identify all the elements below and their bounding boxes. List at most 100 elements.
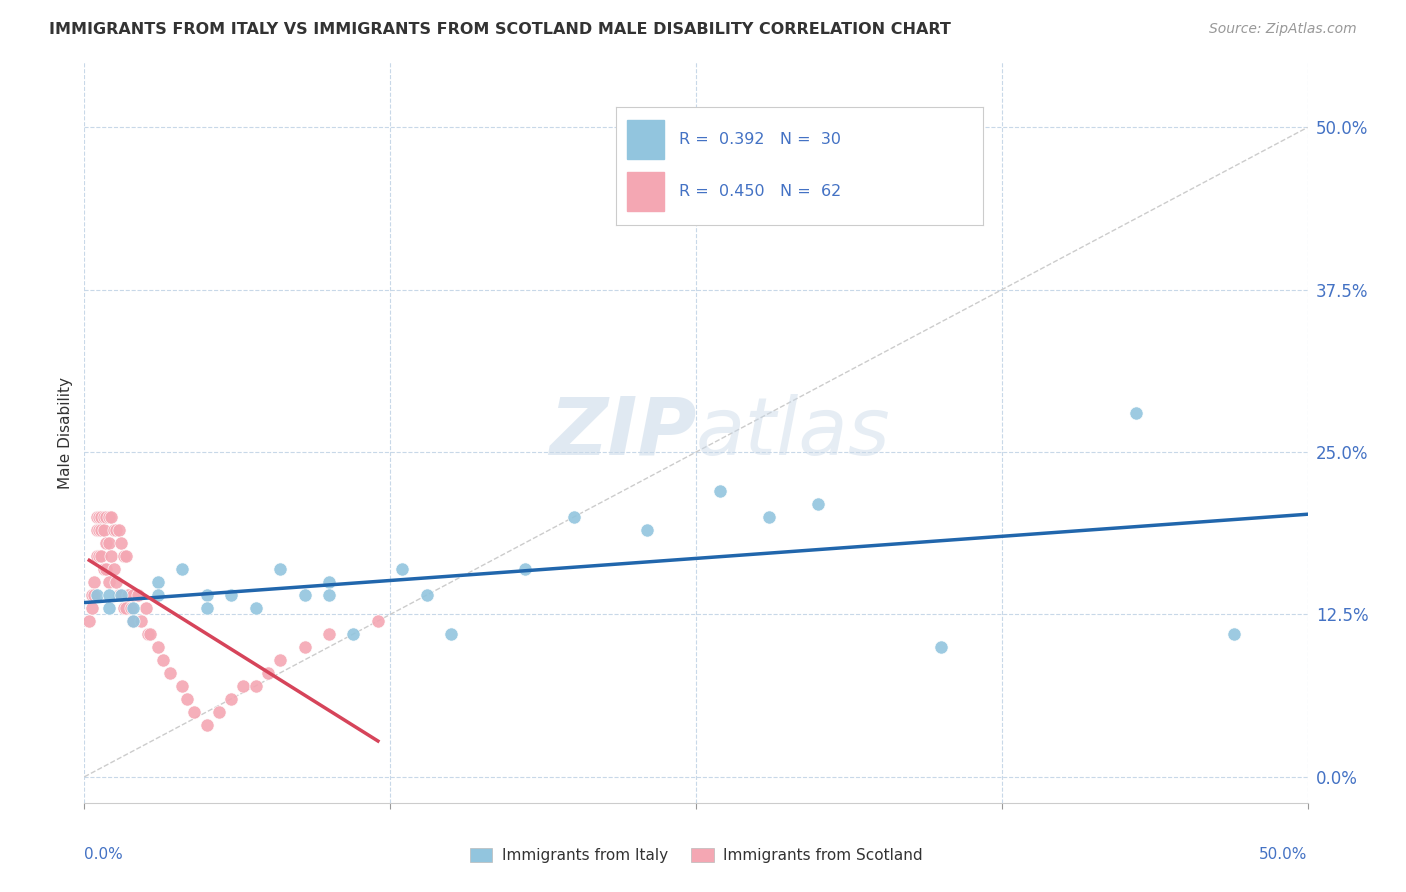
Point [219,692,242,706]
Point [294,588,316,602]
Point [105,523,128,537]
Point [93,562,115,576]
Point [77,614,100,628]
Point [152,653,174,667]
Point [269,562,291,576]
Point [232,679,254,693]
Point [219,588,242,602]
Point [318,574,340,589]
Point [90,510,112,524]
Point [110,588,132,602]
Point [146,574,169,589]
Point [183,705,205,719]
Y-axis label: Male Disability: Male Disability [58,376,73,489]
Point [117,588,139,602]
Point [87,510,110,524]
Point [807,497,830,511]
Point [93,510,115,524]
Point [127,588,149,602]
Point [122,588,145,602]
Point [115,549,138,563]
Text: 0.0%: 0.0% [84,847,124,863]
Point [367,614,389,628]
Point [112,601,135,615]
Point [107,588,129,602]
Point [135,601,157,615]
Point [195,588,218,602]
Point [120,601,142,615]
Point [110,588,132,602]
Point [83,588,105,602]
Point [86,523,108,537]
Point [245,601,267,615]
Point [103,523,125,537]
Point [146,640,169,654]
Point [139,627,162,641]
Text: 50.0%: 50.0% [1260,847,1308,863]
Point [122,614,145,628]
Point [83,574,105,589]
Point [440,627,463,641]
Point [90,523,112,537]
Point [87,523,110,537]
Point [93,523,115,537]
Point [103,562,125,576]
Point [122,614,145,628]
Point [97,574,120,589]
Point [294,640,316,654]
Point [176,692,198,706]
Point [100,510,122,524]
Point [97,536,120,550]
Text: Source: ZipAtlas.com: Source: ZipAtlas.com [1209,22,1357,37]
Point [80,601,103,615]
Point [172,562,194,576]
Point [87,549,110,563]
Point [562,510,585,524]
Point [318,627,340,641]
Point [159,665,181,680]
Point [208,705,231,719]
Point [513,562,536,576]
Point [318,588,340,602]
Point [257,665,280,680]
Point [391,562,413,576]
Point [110,536,132,550]
Point [342,627,364,641]
Point [195,601,218,615]
Point [96,536,118,550]
Point [80,588,103,602]
Point [96,510,118,524]
Legend: Immigrants from Italy, Immigrants from Scotland: Immigrants from Italy, Immigrants from S… [464,841,928,869]
Point [929,640,952,654]
Point [90,549,112,563]
Point [636,523,658,537]
Point [100,549,122,563]
Point [115,601,138,615]
Point [122,601,145,615]
Point [97,601,120,615]
Point [172,679,194,693]
Point [97,510,120,524]
Point [758,510,780,524]
Point [136,627,159,641]
Point [97,588,120,602]
Point [105,574,128,589]
Point [269,653,291,667]
Point [146,588,169,602]
Text: IMMIGRANTS FROM ITALY VS IMMIGRANTS FROM SCOTLAND MALE DISABILITY CORRELATION CH: IMMIGRANTS FROM ITALY VS IMMIGRANTS FROM… [49,22,950,37]
Text: ZIP: ZIP [548,393,696,472]
Point [129,614,152,628]
Point [1223,627,1246,641]
Point [86,549,108,563]
Point [86,510,108,524]
Point [86,588,108,602]
Text: atlas: atlas [696,393,891,472]
Point [416,588,439,602]
Point [245,679,267,693]
Point [96,562,118,576]
Point [195,718,218,732]
Point [1125,406,1147,420]
Point [107,523,129,537]
Point [112,549,135,563]
Point [709,484,731,499]
